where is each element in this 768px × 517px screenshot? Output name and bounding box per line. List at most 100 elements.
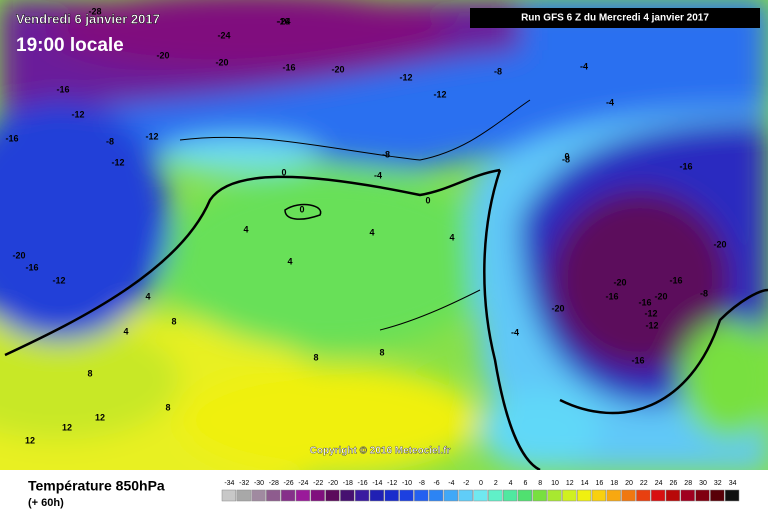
legend-label: -2 — [463, 480, 469, 487]
legend-label: 30 — [699, 480, 707, 487]
contour-label: -16 — [669, 275, 682, 285]
contour-label: -20 — [156, 50, 169, 60]
legend-swatch — [473, 489, 488, 502]
legend-swatch — [251, 489, 266, 502]
legend-swatch — [606, 489, 621, 502]
legend-label: 12 — [566, 480, 574, 487]
legend-label: 18 — [610, 480, 618, 487]
legend-swatch — [532, 489, 547, 502]
legend-label: 8 — [538, 480, 542, 487]
legend-label: 10 — [551, 480, 559, 487]
legend-label: -32 — [239, 480, 249, 487]
contour-label: 0 — [564, 151, 569, 161]
contour-label: 8 — [379, 347, 384, 357]
contour-label: -8 — [494, 66, 502, 76]
contour-label: 8 — [313, 352, 318, 362]
contour-label: 8 — [171, 316, 176, 326]
contour-label: -12 — [145, 131, 158, 141]
contour-label: -16 — [5, 133, 18, 143]
legend-swatch — [443, 489, 459, 502]
legend-label: 4 — [509, 480, 513, 487]
legend-swatch — [562, 489, 577, 502]
contour-label: -16 — [25, 262, 38, 272]
legend-swatch — [665, 489, 681, 502]
legend-swatch — [369, 489, 385, 502]
contour-label: -12 — [399, 72, 412, 82]
legend-swatch — [310, 489, 325, 502]
legend-swatch — [710, 489, 725, 502]
legend-label: 32 — [714, 480, 722, 487]
legend-label: -28 — [269, 480, 279, 487]
contour-label: -4 — [374, 170, 382, 180]
legend-swatch — [221, 489, 237, 502]
footer-lead: (+ 60h) — [28, 497, 64, 509]
contour-label: -12 — [52, 275, 65, 285]
legend-label: 20 — [625, 480, 633, 487]
legend-label: -4 — [448, 480, 454, 487]
legend-label: 34 — [729, 480, 737, 487]
run-box — [470, 8, 760, 28]
legend-swatch — [414, 489, 429, 502]
legend-swatch — [591, 489, 607, 502]
legend-label: -24 — [298, 480, 308, 487]
contour-label: -16 — [679, 161, 692, 171]
contour-label: -4 — [606, 97, 614, 107]
contour-label: -20 — [331, 64, 344, 74]
contour-label: -12 — [645, 320, 658, 330]
contour-label: 8 — [87, 368, 92, 378]
legend-swatch — [488, 489, 503, 502]
contour-label: 4 — [243, 224, 248, 234]
legend-swatch — [325, 489, 340, 502]
contour-label: 4 — [123, 326, 128, 336]
legend-swatch — [636, 489, 651, 502]
contour-label: 4 — [369, 227, 374, 237]
contour-label: -28 — [88, 6, 101, 16]
legend-label: -12 — [387, 480, 397, 487]
contour-label: -16 — [282, 62, 295, 72]
contour-label: 4 — [449, 232, 454, 242]
contour-label: -20 — [713, 239, 726, 249]
legend-label: -10 — [402, 480, 412, 487]
footer-title: Température 850hPa — [28, 478, 165, 494]
legend-swatch — [547, 489, 562, 502]
contour-label: -16 — [276, 16, 289, 26]
contour-label: 12 — [25, 435, 35, 445]
legend-label: 6 — [523, 480, 527, 487]
contour-label: -12 — [111, 157, 124, 167]
legend-swatch — [340, 489, 355, 502]
contour-label: -20 — [215, 57, 228, 67]
contour-label: -8 — [106, 136, 114, 146]
contour-labels: -28-24-20-24-16-20-20-16-16-12-12-12-12-… — [5, 6, 726, 445]
contour-label: -8 — [700, 288, 708, 298]
legend-swatch — [236, 489, 251, 502]
legend-label: 24 — [655, 480, 663, 487]
time: 19:00 locale — [16, 35, 124, 56]
contour-label: -20 — [551, 303, 564, 313]
contour-label: -8 — [382, 149, 390, 159]
contour-label: -24 — [217, 30, 230, 40]
legend-swatch — [650, 489, 666, 502]
legend-swatch — [724, 489, 740, 502]
legend-label: 0 — [479, 480, 483, 487]
legend-label: 2 — [494, 480, 498, 487]
legend: -34 -32 -30 -28 -26 -24 -22 -20 -18 -16 -14 -12 -10-… — [221, 480, 740, 502]
legend-swatch — [621, 489, 636, 502]
legend-label: -20 — [328, 480, 338, 487]
contour-label: 0 — [281, 167, 286, 177]
legend-swatch — [502, 489, 518, 502]
legend-label: -34 — [224, 480, 234, 487]
contour-label: -16 — [638, 297, 651, 307]
contour-label: -20 — [654, 291, 667, 301]
legend-swatch — [458, 489, 473, 502]
legend-label: 22 — [640, 480, 648, 487]
legend-swatch — [517, 489, 533, 502]
legend-label: -14 — [372, 480, 382, 487]
contour-label: -16 — [631, 355, 644, 365]
contour-label: 0 — [425, 195, 430, 205]
contour-label: 4 — [145, 291, 150, 301]
legend-label: -8 — [419, 480, 425, 487]
legend-label: -18 — [343, 480, 353, 487]
legend-label: 26 — [670, 480, 678, 487]
legend-label: 28 — [684, 480, 692, 487]
